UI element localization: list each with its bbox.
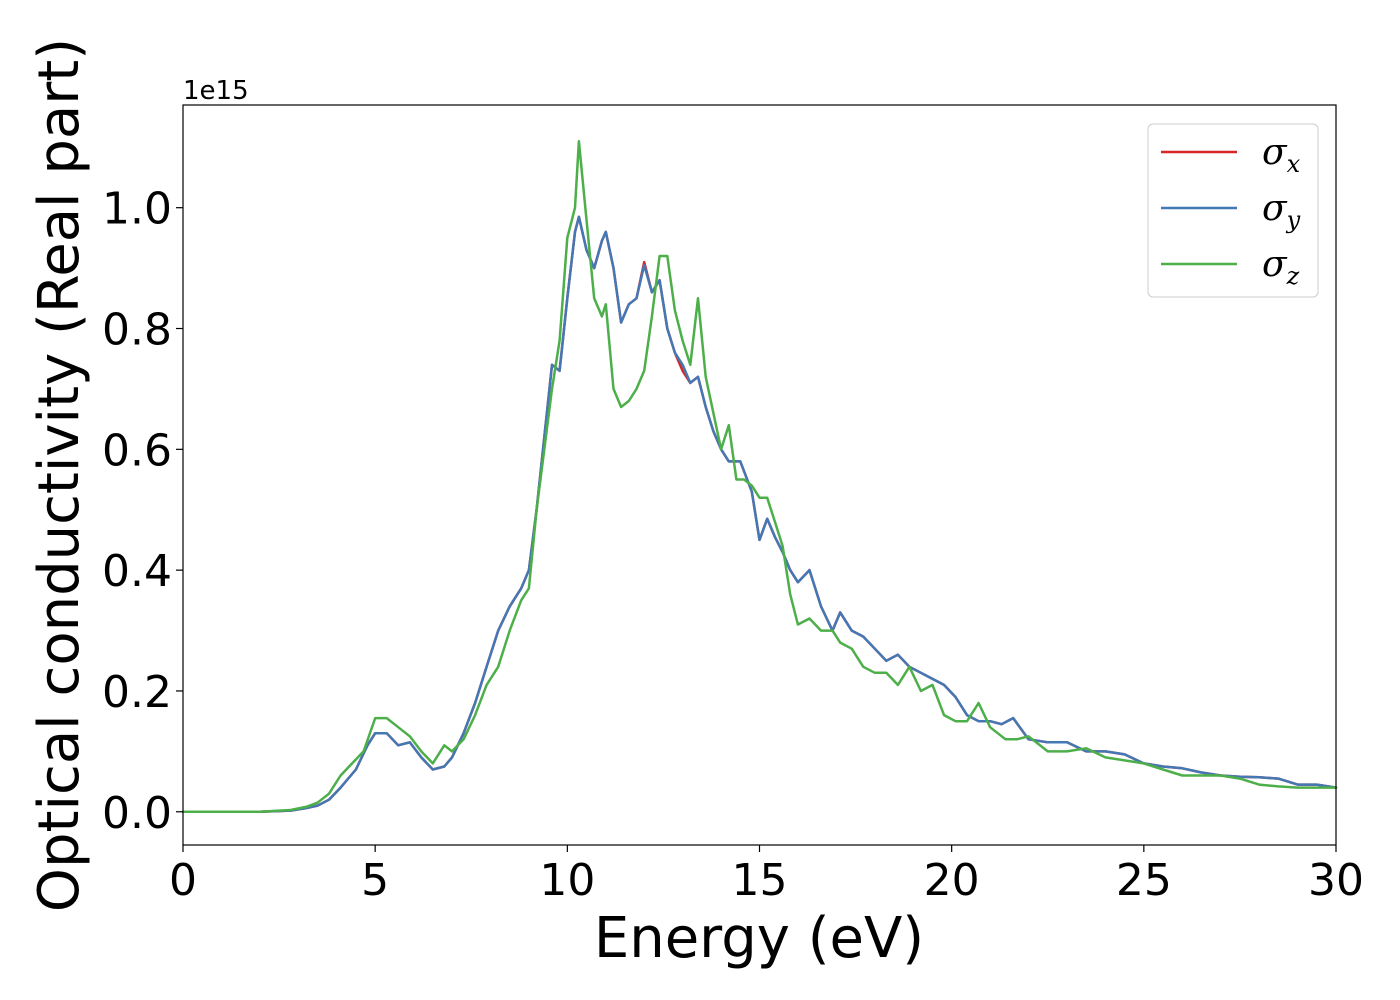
series-line-sigma-z (181, 139, 1338, 814)
legend-label-sigma-z: σz (1262, 244, 1300, 290)
x-tick-label: 5 (361, 855, 389, 906)
x-axis-title: Energy (eV) (594, 906, 924, 971)
y-tick-label: 0.2 (102, 667, 172, 718)
x-tick-label: 0 (169, 855, 197, 906)
y-tick-label: 0.0 (102, 788, 172, 839)
offset-label: 1e15 (183, 76, 249, 106)
legend: σx σy σz (1147, 123, 1319, 298)
y-tick-label: 0.8 (102, 305, 172, 356)
y-axis-ticks: 0.0 0.2 0.4 0.6 0.8 1.0 (102, 184, 183, 839)
legend-label-sigma-x: σx (1262, 132, 1301, 178)
legend-label-sigma-y: σy (1262, 188, 1301, 234)
x-tick-label: 20 (924, 855, 980, 906)
legend-box (1147, 123, 1319, 298)
y-tick-label: 0.4 (102, 546, 172, 597)
x-tick-label: 25 (1116, 855, 1172, 906)
y-tick-label: 1.0 (102, 184, 172, 235)
x-tick-label: 10 (539, 855, 595, 906)
y-axis-title: Optical conductivity (Real part) (27, 38, 92, 912)
x-tick-label: 15 (732, 855, 788, 906)
x-axis-ticks: 0 5 10 15 20 25 30 (169, 845, 1364, 906)
y-tick-label: 0.6 (102, 425, 172, 476)
x-tick-label: 30 (1308, 855, 1364, 906)
series-layer (181, 139, 1338, 814)
